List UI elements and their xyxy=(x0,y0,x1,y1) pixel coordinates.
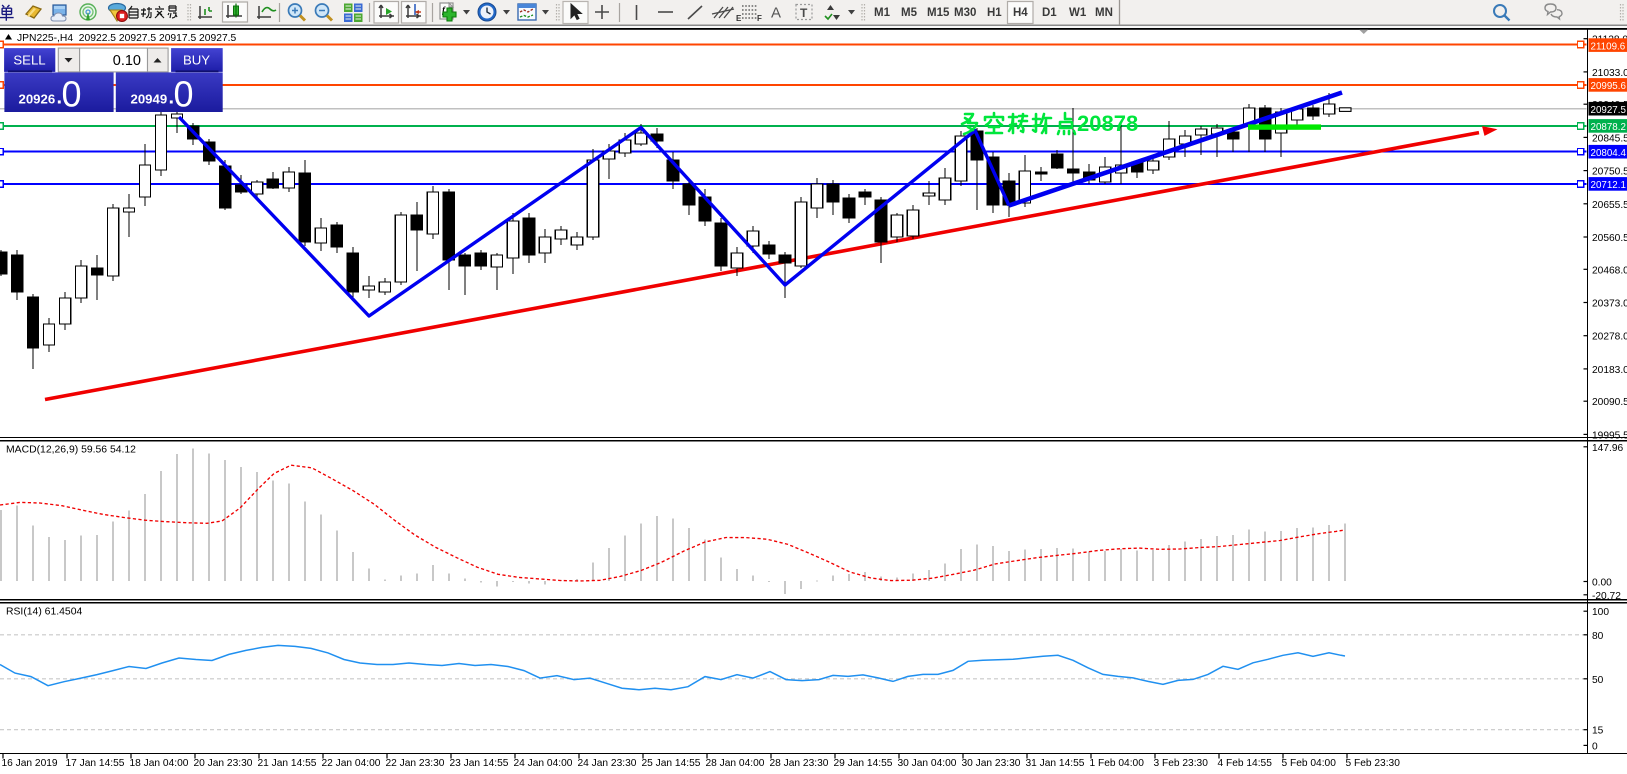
svg-text:f: f xyxy=(442,5,446,15)
svg-text:MACD(12,26,9) 59.56 54.12: MACD(12,26,9) 59.56 54.12 xyxy=(6,445,136,456)
svg-text:20655.5: 20655.5 xyxy=(1592,200,1627,211)
svg-text:20995.6: 20995.6 xyxy=(1591,81,1627,92)
svg-text:24 Jan 23:30: 24 Jan 23:30 xyxy=(578,758,637,769)
svg-text:17 Jan 14:55: 17 Jan 14:55 xyxy=(66,758,125,769)
svg-text:5 Feb 23:30: 5 Feb 23:30 xyxy=(1346,758,1401,769)
svg-text:SELL: SELL xyxy=(13,53,45,68)
svg-text:20878.2: 20878.2 xyxy=(1591,122,1626,133)
svg-text:M5: M5 xyxy=(901,7,918,19)
svg-text:20750.5: 20750.5 xyxy=(1592,167,1627,178)
svg-text:20927.5: 20927.5 xyxy=(1591,105,1627,116)
svg-text:21109.6: 21109.6 xyxy=(1591,41,1626,52)
svg-text:19995.5: 19995.5 xyxy=(1592,430,1627,441)
svg-text:-20.72: -20.72 xyxy=(1592,591,1621,602)
svg-text:25 Jan 14:55: 25 Jan 14:55 xyxy=(642,758,701,769)
svg-text:50: 50 xyxy=(1592,675,1604,686)
svg-text:JPN225-,H4 20922.5 20927.5 20: JPN225-,H4 20922.5 20927.5 20917.5 20927… xyxy=(17,33,237,44)
svg-text:21033.0: 21033.0 xyxy=(1592,68,1627,79)
svg-text:A: A xyxy=(771,5,781,22)
svg-text:15: 15 xyxy=(1592,726,1604,737)
svg-text:24 Jan 04:00: 24 Jan 04:00 xyxy=(514,758,573,769)
svg-text:20090.5: 20090.5 xyxy=(1592,397,1627,408)
svg-text:20712.1: 20712.1 xyxy=(1591,180,1626,191)
svg-text:H1: H1 xyxy=(987,7,1002,19)
svg-text:RSI(14) 61.4504: RSI(14) 61.4504 xyxy=(6,607,82,618)
svg-text:20845.5: 20845.5 xyxy=(1592,133,1627,144)
svg-text:21 Jan 14:55: 21 Jan 14:55 xyxy=(258,758,317,769)
svg-text:.: . xyxy=(57,87,63,109)
svg-text:29 Jan 14:55: 29 Jan 14:55 xyxy=(834,758,893,769)
svg-text:E: E xyxy=(736,14,742,23)
svg-text:147.96: 147.96 xyxy=(1592,443,1623,454)
svg-text:M15: M15 xyxy=(927,7,950,19)
svg-text:22 Jan 04:00: 22 Jan 04:00 xyxy=(322,758,381,769)
svg-text:80: 80 xyxy=(1592,631,1604,642)
svg-text:0: 0 xyxy=(62,74,82,115)
svg-text:20878: 20878 xyxy=(1077,111,1138,136)
svg-text:BUY: BUY xyxy=(183,53,210,68)
svg-text:22 Jan 23:30: 22 Jan 23:30 xyxy=(386,758,445,769)
svg-text:M1: M1 xyxy=(874,7,891,19)
svg-text:3 Feb 23:30: 3 Feb 23:30 xyxy=(1154,758,1209,769)
svg-text:0: 0 xyxy=(1592,741,1598,752)
svg-text:28 Jan 23:30: 28 Jan 23:30 xyxy=(770,758,829,769)
svg-text:0.00: 0.00 xyxy=(1592,578,1612,589)
svg-text:16 Jan 2019: 16 Jan 2019 xyxy=(2,758,58,769)
svg-text:30 Jan 04:00: 30 Jan 04:00 xyxy=(898,758,957,769)
svg-text:5 Feb 04:00: 5 Feb 04:00 xyxy=(1282,758,1337,769)
svg-text:31 Jan 14:55: 31 Jan 14:55 xyxy=(1026,758,1085,769)
svg-text:18 Jan 04:00: 18 Jan 04:00 xyxy=(130,758,189,769)
svg-text:20278.0: 20278.0 xyxy=(1592,332,1627,343)
svg-text:MN: MN xyxy=(1095,7,1113,19)
svg-text:W1: W1 xyxy=(1069,7,1087,19)
svg-text:20373.0: 20373.0 xyxy=(1592,299,1627,310)
svg-text:20804.4: 20804.4 xyxy=(1591,148,1627,159)
svg-text:100: 100 xyxy=(1592,607,1609,618)
svg-text:F: F xyxy=(757,14,762,23)
svg-text:0: 0 xyxy=(174,74,194,115)
svg-text:D1: D1 xyxy=(1042,7,1057,19)
svg-text:20468.0: 20468.0 xyxy=(1592,265,1627,276)
svg-text:M30: M30 xyxy=(954,7,976,19)
svg-text:H4: H4 xyxy=(1013,7,1028,19)
svg-text:20926: 20926 xyxy=(19,92,56,107)
svg-text:20183.0: 20183.0 xyxy=(1592,365,1627,376)
svg-text:28 Jan 04:00: 28 Jan 04:00 xyxy=(706,758,765,769)
svg-text:T: T xyxy=(800,6,808,20)
svg-text:30 Jan 23:30: 30 Jan 23:30 xyxy=(962,758,1021,769)
svg-text:1 Feb 04:00: 1 Feb 04:00 xyxy=(1090,758,1145,769)
svg-text:20 Jan 23:30: 20 Jan 23:30 xyxy=(194,758,253,769)
svg-text:.: . xyxy=(169,87,175,109)
svg-text:23 Jan 14:55: 23 Jan 14:55 xyxy=(450,758,509,769)
svg-text:4 Feb 14:55: 4 Feb 14:55 xyxy=(1218,758,1273,769)
svg-text:20949: 20949 xyxy=(131,92,168,107)
svg-text:0.10: 0.10 xyxy=(113,53,141,69)
svg-text:20560.5: 20560.5 xyxy=(1592,233,1627,244)
